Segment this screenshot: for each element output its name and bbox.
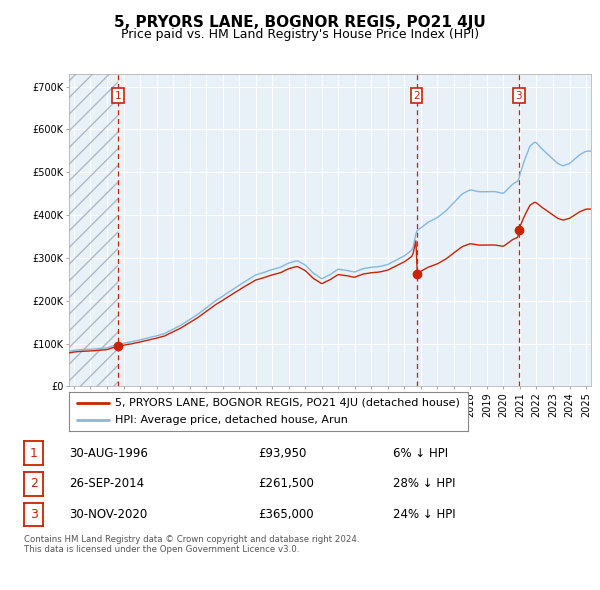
Text: 28% ↓ HPI: 28% ↓ HPI [393, 477, 455, 490]
Text: 30-NOV-2020: 30-NOV-2020 [69, 508, 147, 521]
Bar [69, 74, 118, 386]
Text: HPI: Average price, detached house, Arun: HPI: Average price, detached house, Arun [115, 415, 348, 425]
Text: 5, PRYORS LANE, BOGNOR REGIS, PO21 4JU: 5, PRYORS LANE, BOGNOR REGIS, PO21 4JU [114, 15, 486, 30]
Text: 26-SEP-2014: 26-SEP-2014 [69, 477, 144, 490]
Text: 3: 3 [29, 508, 38, 521]
Text: 1: 1 [29, 447, 38, 460]
Text: 2: 2 [29, 477, 38, 490]
Text: Price paid vs. HM Land Registry's House Price Index (HPI): Price paid vs. HM Land Registry's House … [121, 28, 479, 41]
Text: 24% ↓ HPI: 24% ↓ HPI [393, 508, 455, 521]
Text: 6% ↓ HPI: 6% ↓ HPI [393, 447, 448, 460]
Text: 5, PRYORS LANE, BOGNOR REGIS, PO21 4JU (detached house): 5, PRYORS LANE, BOGNOR REGIS, PO21 4JU (… [115, 398, 460, 408]
Text: 1: 1 [115, 91, 121, 101]
Text: £93,950: £93,950 [258, 447, 307, 460]
Text: £261,500: £261,500 [258, 477, 314, 490]
Text: Contains HM Land Registry data © Crown copyright and database right 2024.
This d: Contains HM Land Registry data © Crown c… [24, 535, 359, 554]
Text: 30-AUG-1996: 30-AUG-1996 [69, 447, 148, 460]
Text: 2: 2 [413, 91, 420, 101]
Text: £365,000: £365,000 [258, 508, 314, 521]
Text: 3: 3 [515, 91, 522, 101]
